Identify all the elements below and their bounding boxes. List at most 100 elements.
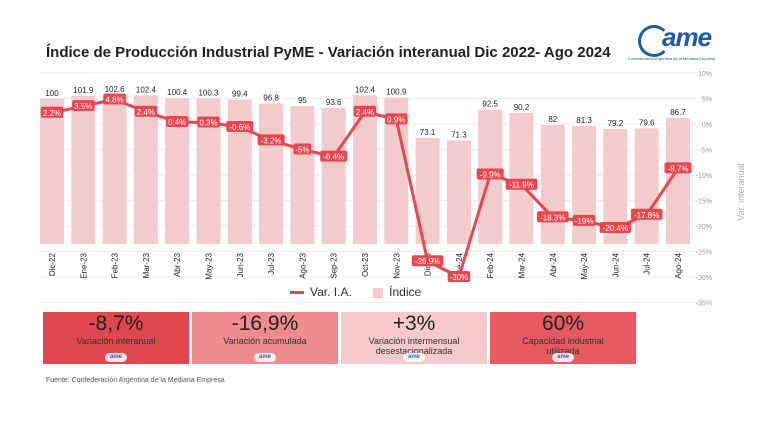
came-mini-logo: ame [403, 353, 425, 362]
chart-title: Índice de Producción Industrial PyME - V… [46, 44, 611, 61]
var-label: -30% [450, 273, 469, 282]
x-tick-label: Jun-23 [236, 252, 245, 277]
var-label: 2.2% [43, 109, 61, 118]
kpi-label: Variación intermensual desestacionalizad… [368, 336, 460, 356]
bar-value-label: 102.4 [136, 85, 157, 94]
y2-tick-label: -10% [696, 173, 712, 180]
x-tick-label: Jul-24 [643, 252, 652, 274]
var-label-bg [72, 100, 95, 112]
legend-bar-swatch [373, 287, 384, 298]
bar [509, 113, 534, 244]
x-tick-label: Feb-24 [486, 252, 495, 278]
bar-value-label: 86.7 [670, 108, 686, 117]
kpi-value: -8,7% [88, 312, 144, 335]
var-label-bg [257, 134, 285, 146]
var-label-bg [103, 93, 126, 105]
var-label-bg [411, 255, 444, 267]
kpi-card-capacidad: 60% Capacidad industrial utilizada ame [490, 312, 636, 364]
y2-tick-label: 5% [702, 97, 712, 104]
x-tick-label: Sep-23 [330, 252, 339, 278]
bar [540, 124, 565, 244]
bar-value-label: 82 [548, 115, 557, 124]
var-label-bg [166, 115, 189, 127]
came-logo: ame Confederación Argentina de la Median… [628, 22, 740, 64]
kpi-label: Variación interanual [76, 336, 156, 346]
x-tick-label: Mar-24 [518, 252, 527, 278]
bar-value-label: 99.4 [232, 90, 248, 99]
x-tick-label: Nov-23 [392, 252, 401, 278]
var-label-bg [353, 105, 377, 117]
bar-value-label: 101.9 [73, 86, 94, 95]
y2-tick-label: 10% [698, 71, 712, 78]
x-tick-label: Feb-23 [111, 252, 120, 278]
bar-value-label: 95 [298, 96, 307, 105]
y2-tick-label: 0% [702, 122, 712, 129]
var-label: 2.4% [356, 108, 374, 117]
var-label-bg [630, 208, 663, 220]
var-label-bg [293, 143, 312, 155]
bar [321, 108, 346, 244]
var-label-bg [664, 162, 692, 174]
var-label-bg [40, 106, 64, 118]
var-label-bg [385, 113, 408, 125]
kpi-card-interanual: -8,7% Variación interanual ame [43, 312, 189, 364]
x-tick-label: Ago-24 [674, 252, 683, 278]
legend-item-var: Var. I.A. [310, 285, 352, 299]
bar-value-label: 92.5 [482, 100, 498, 109]
logo-word: ame [662, 22, 712, 52]
var-label: 4.8% [105, 96, 123, 105]
var-label: -8.7% [668, 164, 689, 173]
y2-tick-label: -5% [700, 148, 712, 155]
x-tick-label: Ene-23 [79, 252, 88, 278]
bar-value-label: 79.6 [639, 118, 655, 127]
came-mini-logo: ame [552, 353, 574, 362]
var-label-bg [197, 116, 220, 128]
bar-value-label: 102.4 [355, 85, 376, 94]
var-label-bg [537, 211, 569, 223]
bar-value-label: 90.2 [514, 103, 530, 112]
bar [446, 140, 471, 244]
bar [71, 96, 96, 244]
legend-line-swatch [290, 291, 304, 295]
kpi-card-intermensual: +3% Variación intermensual desestacional… [341, 312, 487, 364]
bar [259, 103, 284, 244]
var-label: 2.4% [137, 108, 155, 117]
legend-item-indice: Índice [389, 285, 422, 299]
bar-value-label: 73.1 [420, 128, 436, 137]
y2-tick-label: -15% [696, 199, 712, 206]
var-label-bg [134, 105, 158, 117]
var-label: -0.6% [229, 123, 250, 132]
bar [290, 106, 315, 244]
x-tick-label: May-23 [205, 252, 214, 279]
var-label: -11.9% [509, 181, 534, 190]
kpi-value: 60% [541, 312, 585, 335]
x-tick-label: Ago-23 [298, 252, 307, 278]
var-label: 0.4% [168, 118, 186, 127]
var-label: -19% [575, 217, 594, 226]
var-label: -26.9% [415, 257, 440, 266]
y2-tick-label: -20% [696, 224, 712, 231]
bar [102, 95, 127, 244]
x-tick-label: Jun-24 [611, 252, 620, 277]
bar [353, 95, 377, 244]
var-label: -9.9% [480, 170, 501, 179]
var-label-bg [599, 222, 632, 234]
bar-value-label: 100 [45, 89, 59, 98]
logo-c-icon [638, 25, 670, 57]
var-label: 0.3% [199, 118, 217, 127]
var-label: 3.5% [74, 102, 92, 111]
var-label-bg [320, 150, 348, 162]
var-label: -20.4% [603, 224, 628, 233]
x-tick-label: Ene-24 [455, 252, 464, 278]
kpi-value: -16,9% [231, 312, 299, 335]
var-label-bg [447, 271, 471, 282]
bar [40, 98, 64, 245]
bar [634, 128, 659, 244]
bar [133, 95, 158, 244]
var-label-bg [505, 178, 538, 190]
x-tick-label: Oct-23 [361, 252, 370, 277]
var-label: -3.2% [261, 136, 282, 145]
came-mini-logo: ame [254, 353, 276, 362]
var-label: -5% [295, 146, 309, 155]
